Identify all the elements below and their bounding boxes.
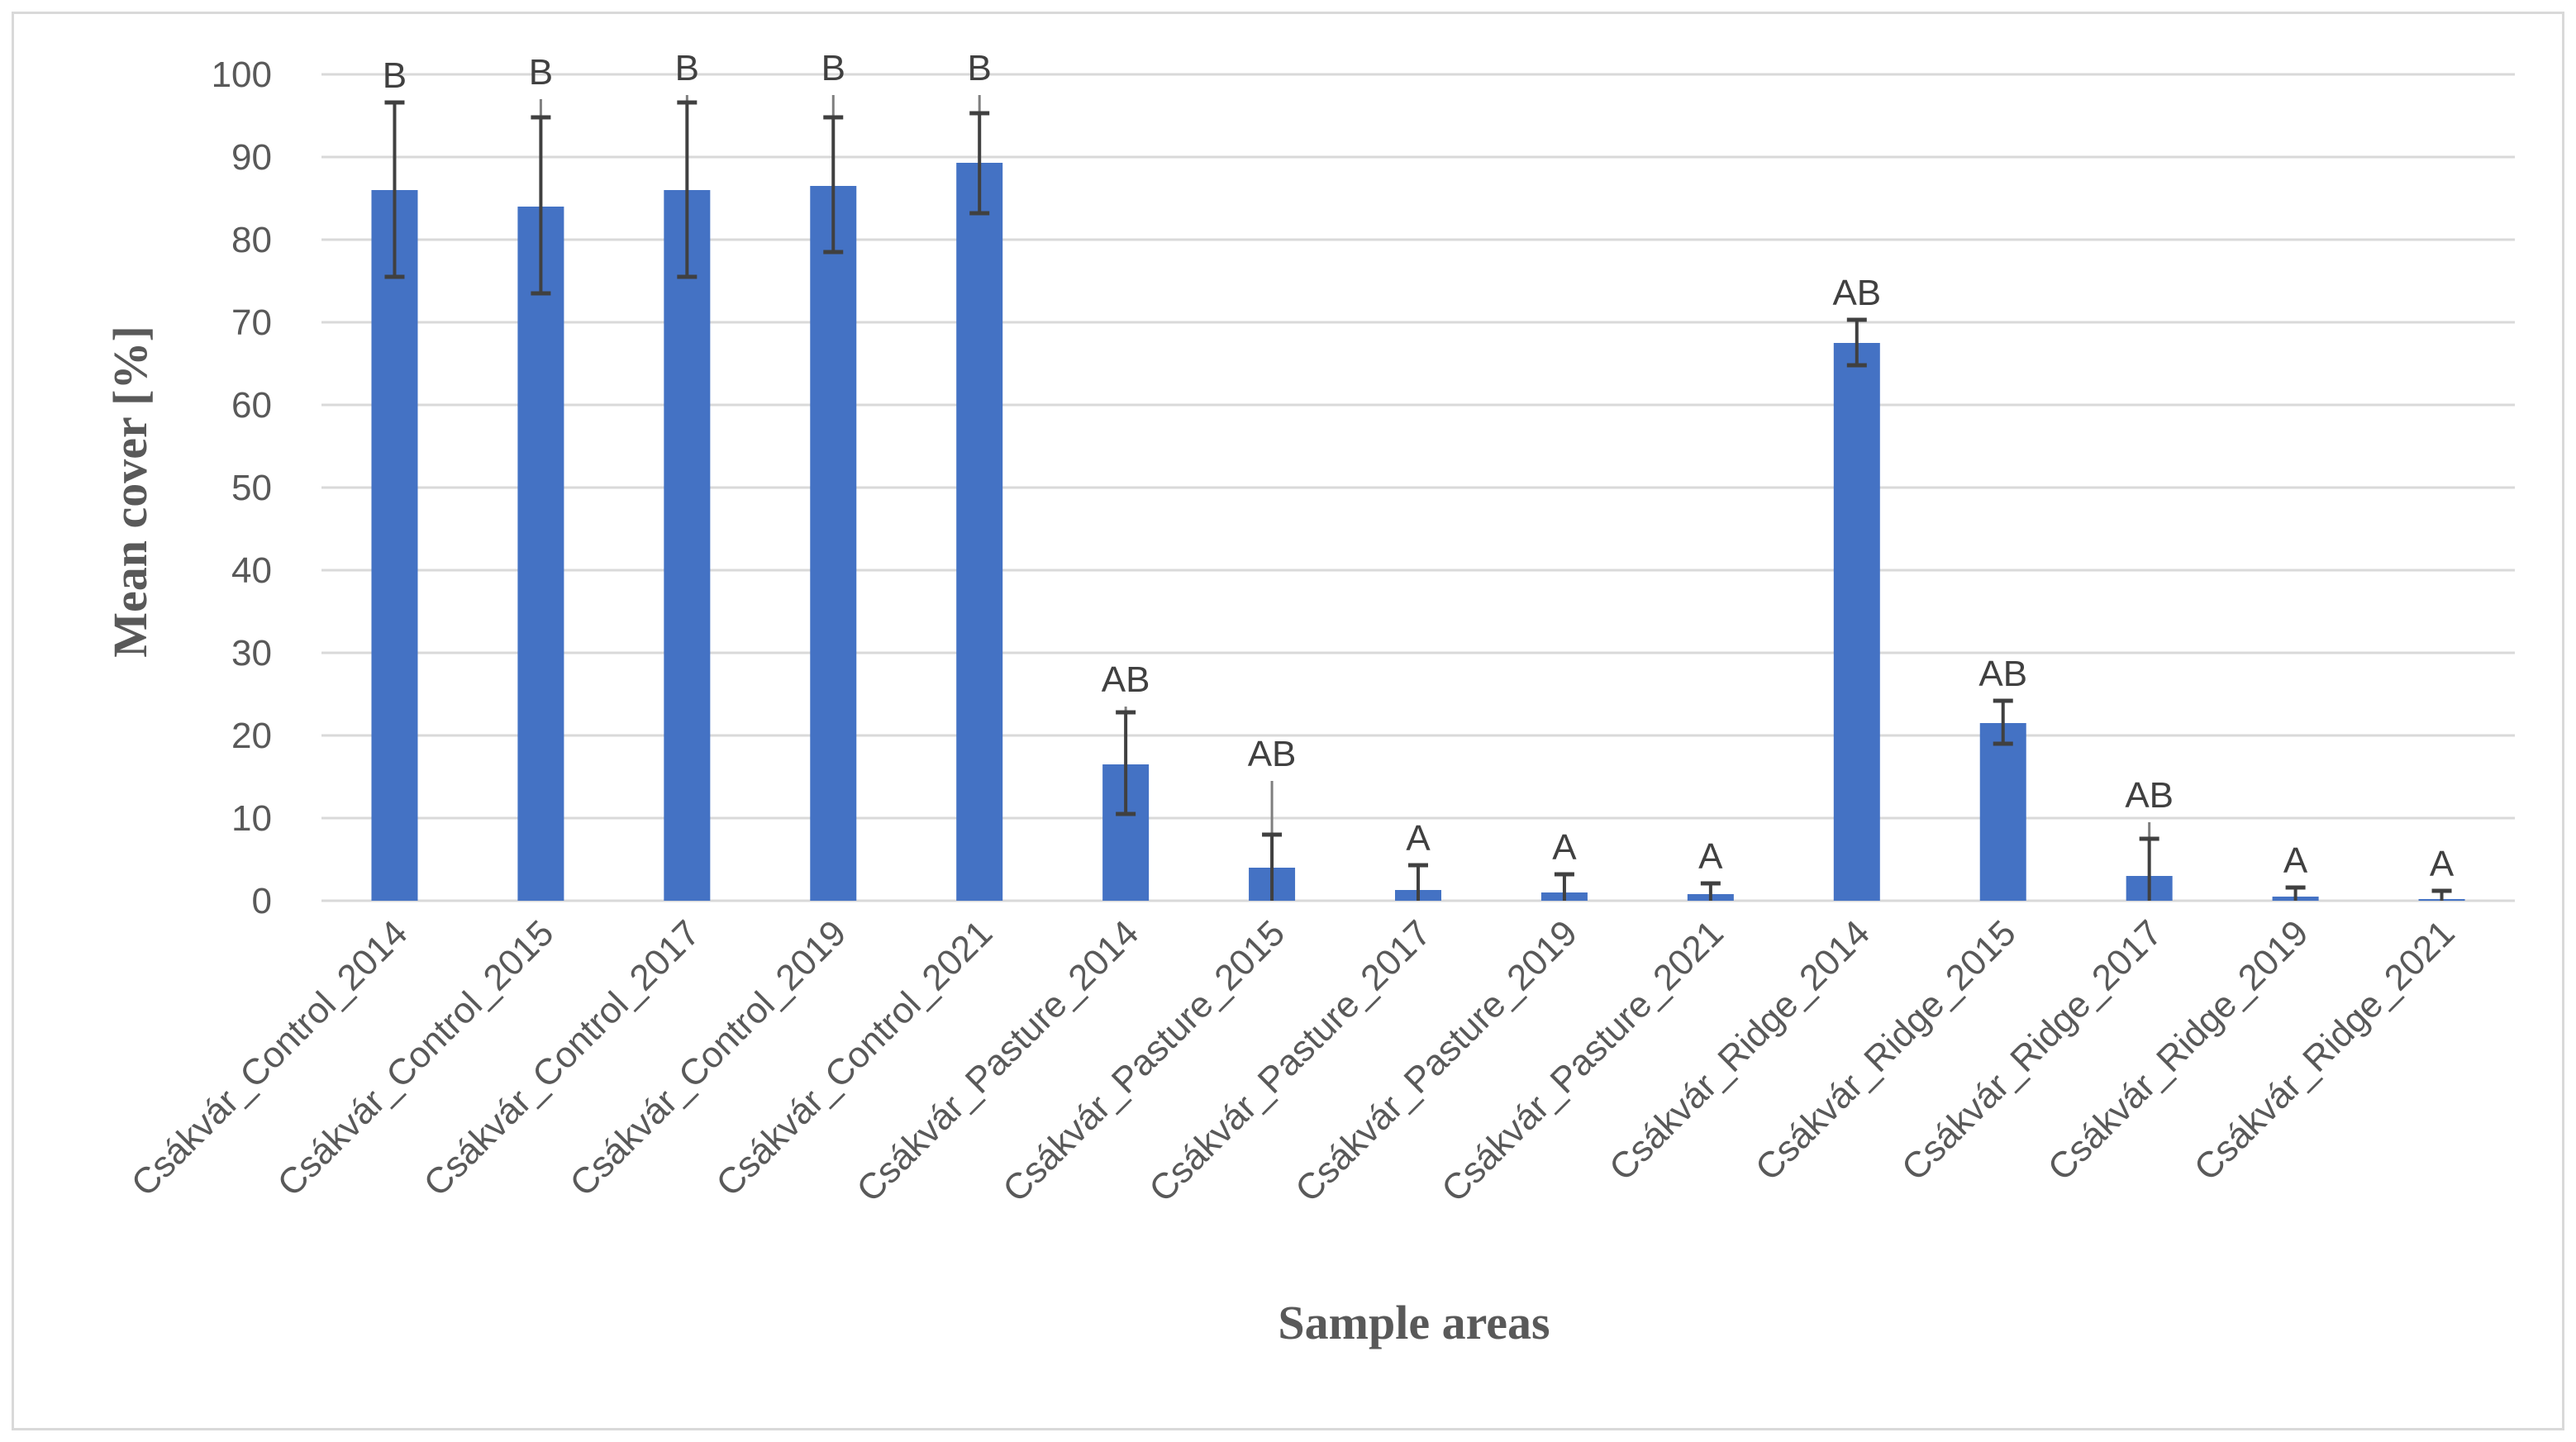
y-tick-label: 40 [231,550,272,591]
error-bar-10 [1700,881,1721,901]
significance-label: AB [1978,654,2027,694]
significance-label: B [675,48,699,88]
error-bar-14 [2285,885,2306,901]
x-axis-categories: Csákvár_Control_2014Csákvár_Control_2015… [124,912,2463,1210]
significance-label: A [1552,827,1577,868]
error-bar-7 [1262,781,1283,901]
y-tick-label: 70 [231,302,272,343]
error-bars [384,95,2452,901]
bar-4 [810,186,857,901]
significance-label: A [2283,840,2308,881]
bars [371,163,2465,901]
error-bar-5 [969,95,990,216]
x-category-label: Csákvár_Pasture_2017 [1141,912,1439,1210]
y-tick-label: 90 [231,137,272,178]
gridlines [321,73,2515,902]
x-category-label: Csákvár_Control_2021 [708,912,1000,1204]
error-bar-12 [1993,698,2013,746]
error-bar-13 [2139,822,2159,901]
x-category-label: Csákvár_Pasture_2019 [1288,912,1585,1210]
bar-3 [664,190,711,901]
error-bar-8 [1408,863,1428,901]
error-bar-6 [1116,707,1136,816]
x-category-label: Csákvár_Control_2014 [124,912,416,1204]
significance-label: A [1698,836,1723,877]
significance-label: AB [1102,659,1150,700]
x-category-label: Csákvár_Control_2017 [417,912,708,1204]
y-tick-label: 10 [231,798,272,839]
y-tick-label: 20 [231,716,272,756]
bar-chart: 0 10 20 30 40 50 60 70 80 90 100 B B B B B AB AB A A A AB AB A… [103,48,2515,1349]
x-category-label: Csákvár_Control_2015 [270,912,562,1204]
significance-label: B [821,48,845,88]
error-bar-9 [1554,872,1574,901]
x-category-label: Csákvár_Control_2019 [562,912,854,1204]
significance-labels: B B B B B AB AB A A A AB AB AB A A [383,48,2455,884]
x-axis-title: Sample areas [1278,1296,1550,1349]
error-bar-4 [823,95,844,255]
error-bar-1 [384,100,405,279]
significance-label: B [529,52,553,93]
bar-1 [371,190,418,901]
error-bar-3 [677,95,698,279]
error-bar-2 [531,99,551,296]
x-category-label: Csákvár_Ridge_2015 [1748,912,2024,1188]
significance-label: AB [2125,775,2174,816]
significance-label: A [2430,844,2455,884]
y-axis-title: Mean cover [%] [103,326,157,658]
bar-12 [1979,723,2026,901]
chart-frame: 0 10 20 30 40 50 60 70 80 90 100 B B B B B AB AB A A A AB AB A… [12,12,2564,1430]
y-tick-label: 50 [231,468,272,508]
significance-label: B [383,55,407,96]
significance-label: A [1406,818,1431,859]
y-tick-label: 30 [231,633,272,673]
y-tick-label: 60 [231,385,272,426]
x-category-label: Csákvár_Ridge_2014 [1602,912,1878,1188]
x-category-label: Csákvár_Ridge_2019 [2040,912,2316,1188]
y-tick-label: 0 [252,881,272,921]
x-category-label: Csákvár_Pasture_2015 [995,912,1293,1210]
x-category-label: Csákvár_Ridge_2017 [1894,912,2170,1188]
y-tick-label: 100 [212,55,272,95]
bar-5 [956,163,1003,901]
error-bar-15 [2431,888,2452,901]
y-tick-label: 80 [231,220,272,260]
bar-11 [1833,343,1880,901]
x-category-label: Csákvár_Pasture_2021 [1434,912,1731,1210]
y-axis-ticks: 0 10 20 30 40 50 60 70 80 90 100 [212,55,272,921]
significance-label: AB [1832,273,1881,313]
bar-2 [517,207,564,901]
significance-label: AB [1248,734,1297,774]
significance-label: B [968,48,992,88]
x-category-label: Csákvár_Ridge_2021 [2187,912,2463,1188]
error-bar-11 [1846,317,1867,368]
x-category-label: Csákvár_Pasture_2014 [849,912,1146,1210]
